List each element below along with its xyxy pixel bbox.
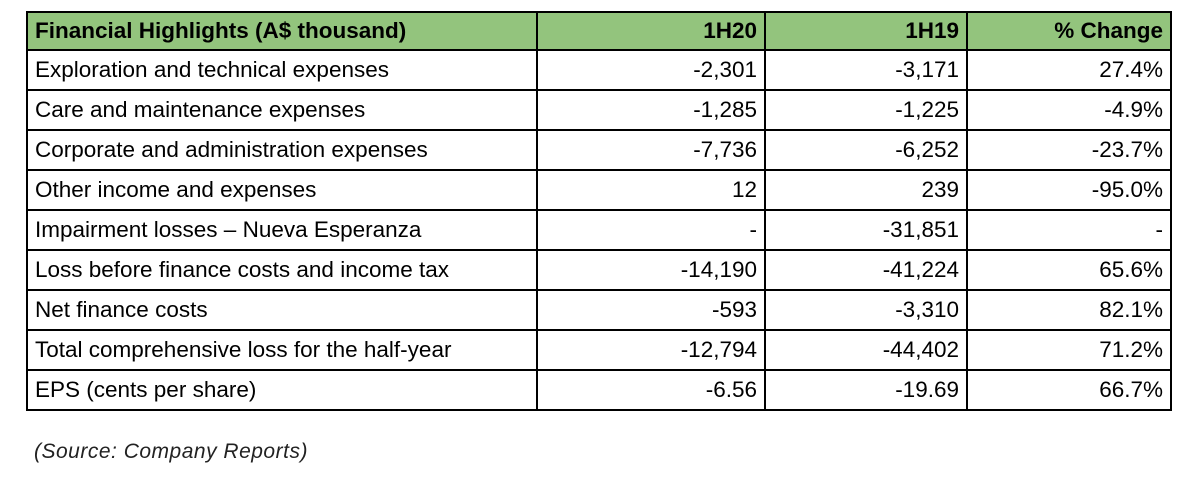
value-cell: -7,736 (536, 129, 766, 171)
value-cell: -44,402 (764, 329, 968, 371)
value-cell: -6,252 (764, 129, 968, 171)
table-row: Impairment losses – Nueva Esperanza - -31,… (26, 209, 1172, 251)
value-cell: -1,225 (764, 89, 968, 131)
source-note: (Source: Company Reports) (34, 440, 308, 463)
column-header: 1H19 (764, 11, 968, 51)
value-cell: -19.69 (764, 369, 968, 411)
value-cell: -12,794 (536, 329, 766, 371)
row-label: Care and maintenance expenses (26, 89, 538, 131)
column-header: 1H20 (536, 11, 766, 51)
table-title: Financial Highlights (A$ thousand) (26, 11, 538, 51)
row-label: EPS (cents per share) (26, 369, 538, 411)
row-label: Loss before finance costs and income tax (26, 249, 538, 291)
value-cell: 82.1% (966, 289, 1172, 331)
table-row: Exploration and technical expenses -2,301… (26, 49, 1172, 91)
row-label: Net finance costs (26, 289, 538, 331)
value-cell: -593 (536, 289, 766, 331)
value-cell: 66.7% (966, 369, 1172, 411)
value-cell: -3,310 (764, 289, 968, 331)
row-label: Impairment losses – Nueva Esperanza (26, 209, 538, 251)
value-cell: 27.4% (966, 49, 1172, 91)
value-cell: -31,851 (764, 209, 968, 251)
value-cell: - (536, 209, 766, 251)
value-cell: -41,224 (764, 249, 968, 291)
value-cell: -2,301 (536, 49, 766, 91)
value-cell: - (966, 209, 1172, 251)
value-cell: 12 (536, 169, 766, 211)
value-cell: -1,285 (536, 89, 766, 131)
value-cell: -14,190 (536, 249, 766, 291)
value-cell: -95.0% (966, 169, 1172, 211)
value-cell: -23.7% (966, 129, 1172, 171)
table-row: Other income and expenses 12 239 -95.0% (26, 169, 1172, 211)
table-body: Exploration and technical expenses -2,301… (26, 49, 1172, 411)
value-cell: 71.2% (966, 329, 1172, 371)
row-label: Total comprehensive loss for the half-ye… (26, 329, 538, 371)
header-row: Financial Highlights (A$ thousand) 1H20 1H… (26, 11, 1172, 51)
table-row: Corporate and administration expenses -7,… (26, 129, 1172, 171)
table-row: EPS (cents per share) -6.56 -19.69 66.7% (26, 369, 1172, 411)
row-label: Exploration and technical expenses (26, 49, 538, 91)
table-row: Net finance costs -593 -3,310 82.1% (26, 289, 1172, 331)
row-label: Other income and expenses (26, 169, 538, 211)
column-header: % Change (966, 11, 1172, 51)
value-cell: -4.9% (966, 89, 1172, 131)
table-row: Loss before finance costs and income tax… (26, 249, 1172, 291)
table-row: Care and maintenance expenses -1,285 -1,22… (26, 89, 1172, 131)
value-cell: 239 (764, 169, 968, 211)
financial-table: Financial Highlights (A$ thousand) 1H20 1H… (26, 11, 1172, 411)
value-cell: 65.6% (966, 249, 1172, 291)
row-label: Corporate and administration expenses (26, 129, 538, 171)
value-cell: -6.56 (536, 369, 766, 411)
table-row: Total comprehensive loss for the half-ye… (26, 329, 1172, 371)
value-cell: -3,171 (764, 49, 968, 91)
